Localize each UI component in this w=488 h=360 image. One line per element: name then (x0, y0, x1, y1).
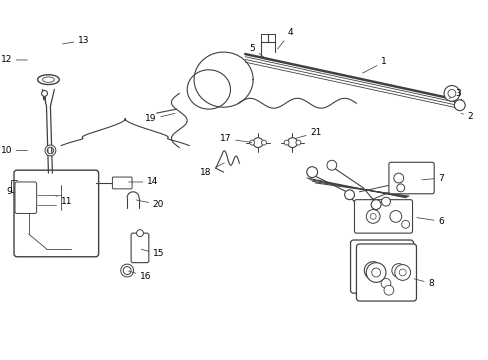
Circle shape (326, 160, 336, 170)
Text: 3: 3 (448, 89, 460, 99)
Text: 1: 1 (362, 57, 386, 73)
Text: 6: 6 (416, 217, 443, 226)
FancyBboxPatch shape (356, 244, 416, 301)
Text: 16: 16 (128, 271, 151, 281)
Circle shape (136, 230, 143, 237)
Circle shape (453, 100, 464, 111)
Circle shape (396, 184, 404, 192)
Text: 10: 10 (0, 146, 27, 155)
Circle shape (368, 267, 376, 274)
Circle shape (394, 265, 410, 280)
Ellipse shape (42, 77, 54, 82)
Circle shape (287, 138, 297, 148)
Text: 21: 21 (295, 128, 321, 138)
Circle shape (401, 220, 409, 228)
Circle shape (370, 200, 380, 210)
Circle shape (20, 192, 32, 204)
FancyBboxPatch shape (131, 233, 148, 263)
Circle shape (295, 140, 300, 145)
FancyBboxPatch shape (15, 182, 37, 213)
Text: 2: 2 (460, 112, 472, 121)
Circle shape (261, 140, 266, 145)
Text: 4: 4 (277, 28, 293, 49)
Text: 15: 15 (141, 249, 164, 258)
Text: 11: 11 (56, 195, 73, 206)
Ellipse shape (38, 75, 59, 85)
Circle shape (344, 190, 354, 200)
Circle shape (381, 197, 389, 206)
Circle shape (366, 263, 385, 282)
Circle shape (393, 173, 403, 183)
Circle shape (389, 211, 401, 222)
Text: 17: 17 (220, 134, 251, 143)
Circle shape (366, 210, 379, 223)
Text: 12: 12 (0, 55, 27, 64)
FancyBboxPatch shape (354, 200, 412, 233)
Text: 5: 5 (249, 44, 264, 57)
Circle shape (371, 268, 380, 277)
Text: 14: 14 (128, 177, 158, 186)
Circle shape (443, 86, 459, 101)
Circle shape (398, 269, 406, 276)
Text: 19: 19 (145, 113, 175, 123)
Circle shape (391, 264, 405, 278)
Text: 9: 9 (6, 187, 23, 196)
Circle shape (253, 138, 263, 148)
FancyBboxPatch shape (388, 162, 433, 194)
Text: 20: 20 (136, 200, 164, 209)
Circle shape (369, 213, 375, 219)
FancyBboxPatch shape (14, 170, 99, 257)
Circle shape (306, 167, 317, 177)
Circle shape (284, 140, 288, 145)
Text: 7: 7 (421, 174, 443, 183)
Circle shape (249, 140, 254, 145)
Text: 13: 13 (62, 36, 89, 45)
Circle shape (447, 90, 455, 97)
Circle shape (395, 267, 401, 274)
FancyBboxPatch shape (112, 177, 132, 189)
FancyBboxPatch shape (350, 240, 413, 293)
Text: 8: 8 (413, 279, 433, 288)
Circle shape (41, 90, 47, 96)
Circle shape (364, 262, 381, 279)
Text: 18: 18 (200, 163, 224, 177)
Circle shape (380, 278, 390, 288)
Circle shape (383, 285, 393, 295)
